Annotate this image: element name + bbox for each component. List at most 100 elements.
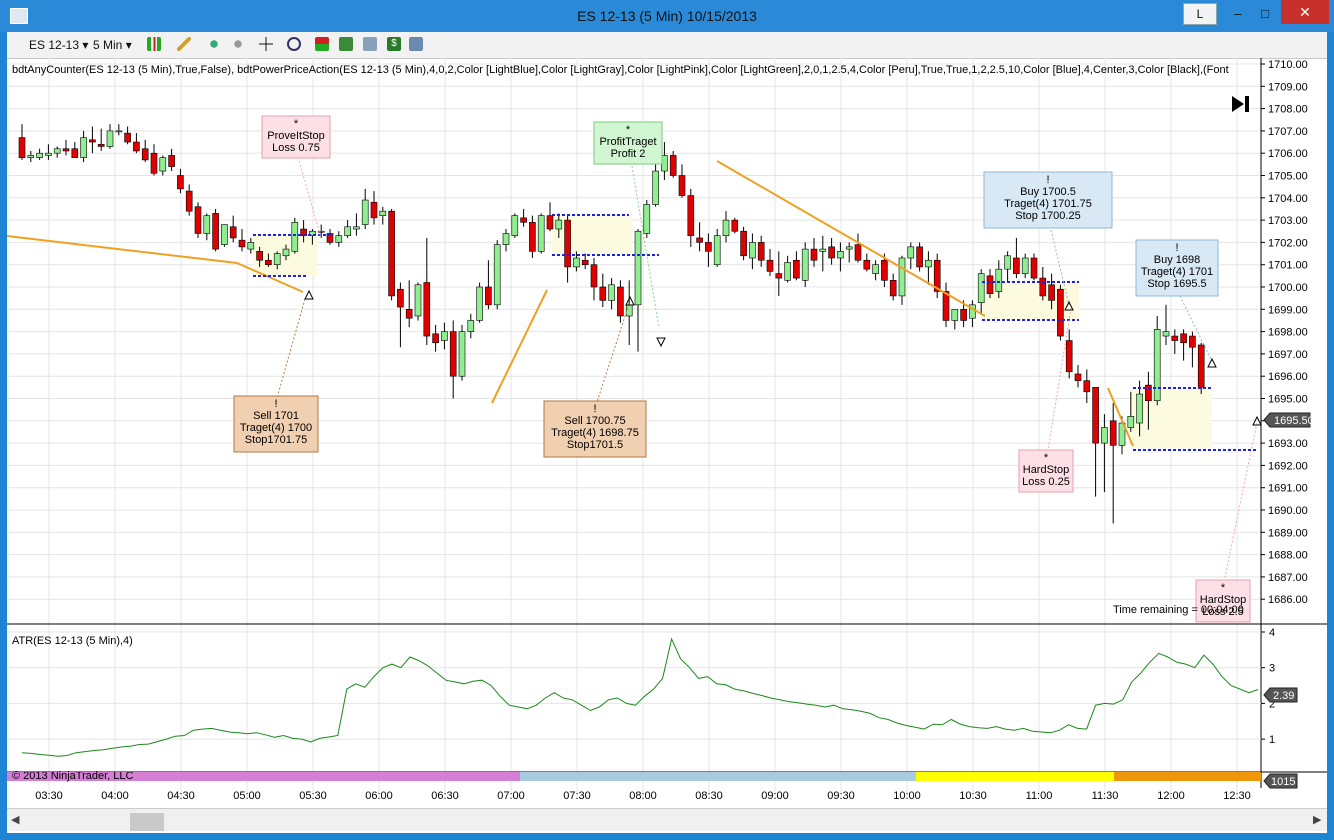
note-line: *	[1221, 582, 1226, 594]
leader-line	[596, 303, 630, 403]
data-series-icon[interactable]	[363, 37, 377, 51]
price-tick-label: 1707.00	[1268, 126, 1308, 138]
trade-marker	[1064, 300, 1074, 311]
note-line: *	[294, 118, 299, 130]
candle	[907, 242, 915, 270]
price-tick-label: 1695.00	[1268, 394, 1308, 406]
note-line: !	[1046, 174, 1049, 186]
candle	[757, 235, 765, 267]
close-button[interactable]: ✕	[1281, 0, 1329, 24]
note-line: Traget(4) 1701.75	[1004, 198, 1092, 210]
candle	[353, 213, 360, 236]
candle	[678, 164, 686, 198]
time-tick-label: 06:00	[365, 790, 393, 802]
time-remaining: Time remaining = 00:04:00	[1113, 604, 1244, 616]
candle	[793, 251, 800, 281]
session-segment	[520, 772, 916, 781]
leader-line	[276, 298, 306, 399]
candle	[889, 273, 897, 301]
drawing-tools-icon[interactable]	[177, 37, 191, 51]
candle	[502, 229, 510, 252]
scroll-thumb[interactable]	[130, 813, 164, 831]
instrument-selector[interactable]: ES 12-13 ▾	[29, 36, 88, 54]
time-tick-label: 12:00	[1157, 790, 1185, 802]
candle	[995, 260, 1003, 299]
note-line: ProfitTraget	[599, 136, 656, 148]
zoom-icon[interactable]	[287, 37, 301, 51]
note-line: HardStop	[1023, 464, 1069, 476]
trade-marker	[304, 289, 314, 300]
strategy-icon[interactable]	[315, 37, 329, 51]
candle	[485, 260, 492, 310]
time-tick-label: 12:30	[1223, 790, 1251, 802]
dollar-icon[interactable]: $	[387, 37, 401, 51]
note-line: !	[274, 398, 277, 410]
candle	[1065, 329, 1073, 379]
interval-label: 5 Min	[93, 38, 123, 52]
candle	[309, 229, 316, 245]
chevron-down-icon: ▾	[125, 38, 132, 52]
leader-line	[631, 165, 660, 329]
interval-selector[interactable]: 5 Min ▾	[93, 36, 132, 54]
price-tick-label: 1687.00	[1268, 572, 1308, 584]
hide-drawings-icon[interactable]	[231, 37, 245, 51]
chart-style-icon[interactable]	[147, 37, 161, 51]
time-tick-label: 07:30	[563, 790, 591, 802]
price-tick-label: 1696.00	[1268, 371, 1308, 383]
note-line: HardStop	[1200, 594, 1246, 606]
properties-icon[interactable]	[409, 37, 423, 51]
horizontal-scrollbar[interactable]: ◀ ▶	[7, 808, 1327, 831]
maximize-button[interactable]: □	[1261, 6, 1269, 21]
candle	[1189, 331, 1196, 368]
candle	[229, 215, 237, 243]
instrument-label: ES 12-13	[29, 38, 80, 52]
candle	[476, 282, 483, 323]
play-last-bar-icon[interactable]	[1232, 96, 1249, 112]
indicators-icon[interactable]	[339, 37, 353, 51]
scroll-left-icon[interactable]: ◀	[11, 814, 20, 826]
link-button[interactable]: L	[1183, 3, 1217, 25]
note-line: Stop 1695.5	[1147, 278, 1206, 290]
candle	[1171, 329, 1179, 354]
app-chart-icon[interactable]	[10, 8, 28, 24]
candle	[344, 220, 351, 238]
candle	[705, 233, 712, 267]
candle	[317, 224, 325, 238]
minimize-button[interactable]: –	[1234, 6, 1242, 21]
candle	[625, 280, 633, 345]
candle	[564, 215, 571, 283]
candle	[97, 128, 105, 151]
candle	[18, 124, 26, 160]
candle	[247, 237, 255, 254]
time-tick-label: 04:00	[101, 790, 129, 802]
candle	[960, 300, 967, 328]
leader-line	[1050, 229, 1070, 306]
candle	[617, 280, 624, 323]
scroll-right-icon[interactable]: ▶	[1313, 814, 1322, 826]
crosshair-icon[interactable]	[259, 37, 273, 51]
time-tick-label: 07:00	[497, 790, 525, 802]
time-tick-label: 10:00	[893, 790, 921, 802]
note-line: Profit 2	[611, 148, 646, 160]
candle	[652, 162, 659, 207]
candle	[837, 242, 844, 272]
candle	[942, 282, 950, 328]
price-badge-label: 1695.50	[1274, 415, 1314, 427]
global-draw-icon[interactable]	[207, 37, 221, 51]
time-tick-label: 10:30	[959, 790, 987, 802]
candle	[634, 229, 642, 352]
candle	[1092, 387, 1099, 497]
candle	[951, 309, 959, 330]
zone-box	[552, 215, 632, 255]
candle	[177, 168, 184, 194]
candle	[1145, 371, 1152, 430]
candle	[1048, 273, 1055, 310]
note-line: Sell 1701	[253, 410, 299, 422]
candle	[511, 213, 519, 238]
price-tick-label: 1697.00	[1268, 349, 1308, 361]
time-tick-label: 09:30	[827, 790, 855, 802]
